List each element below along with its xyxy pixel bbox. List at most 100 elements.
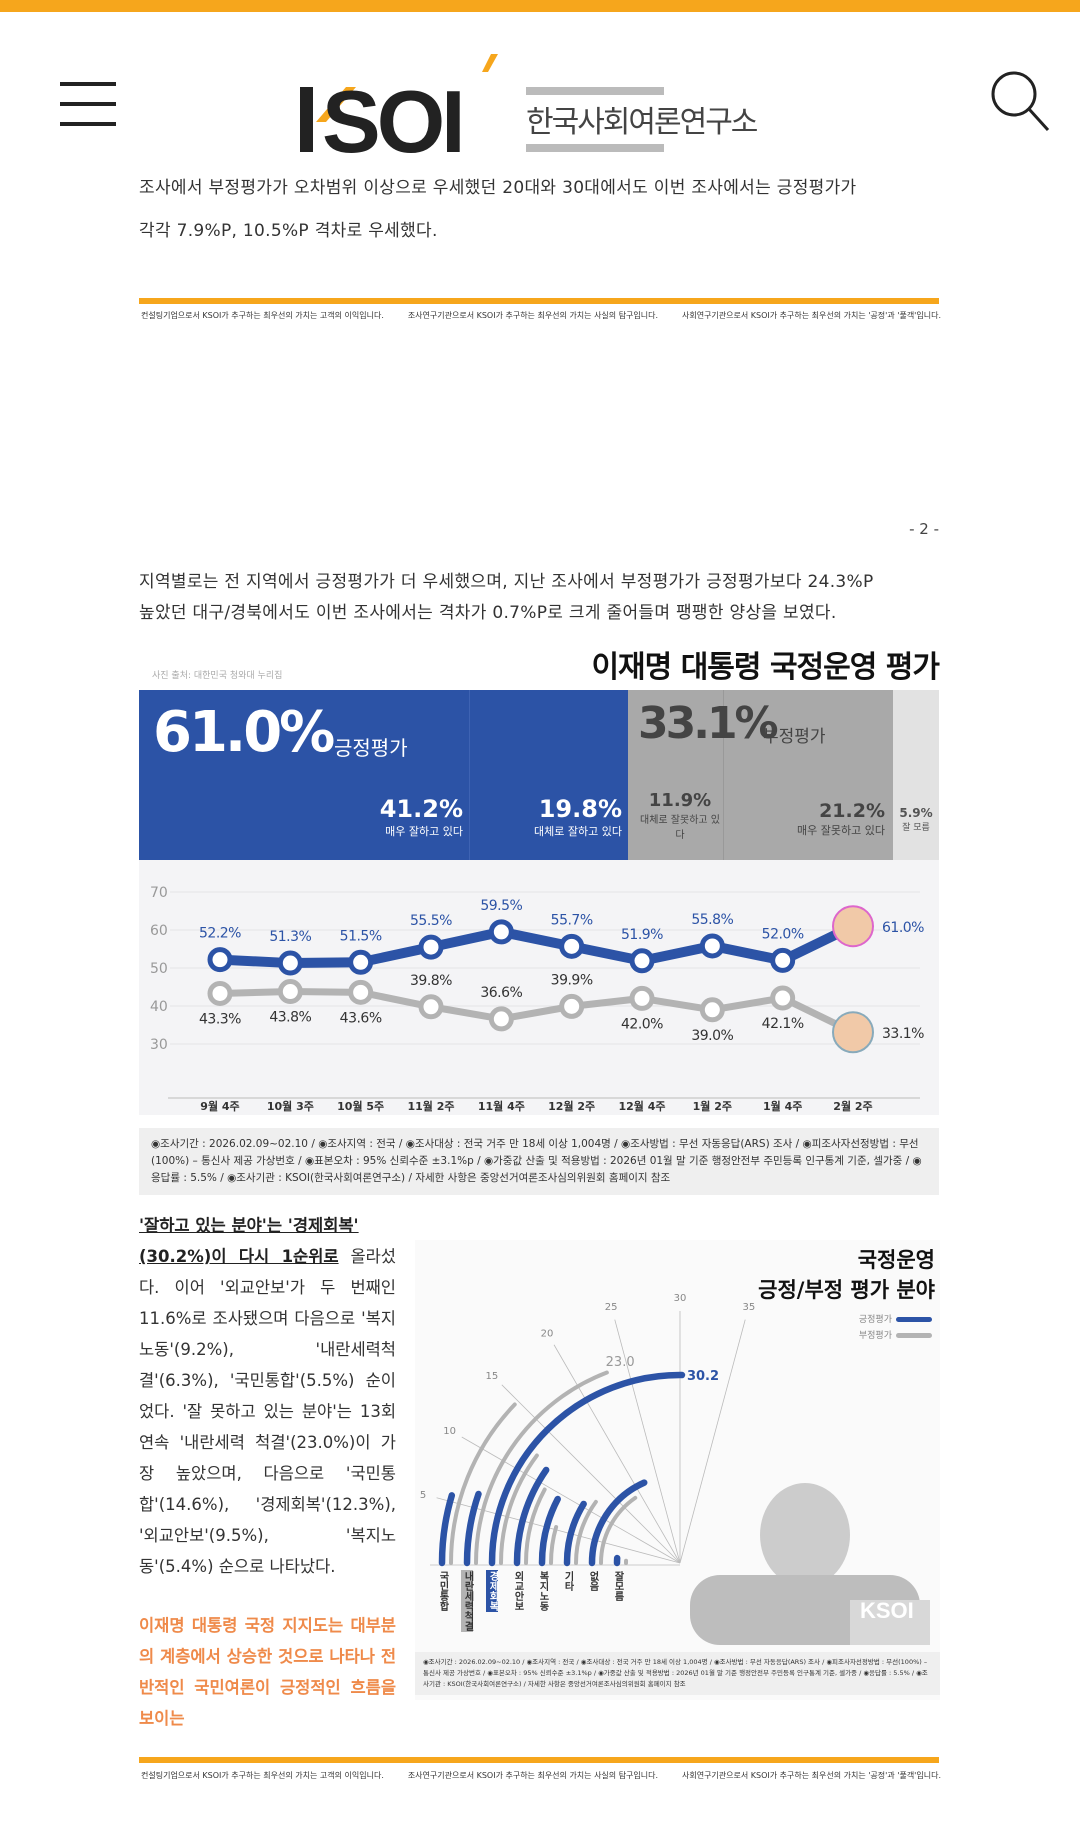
radial-bar [463,1490,482,1567]
x-tick-label: 11월 2주 [407,1099,454,1113]
underlined-highlight: (30.2%)이 다시 1순위로 [139,1247,339,1266]
radial-chart-title: 국정운영 긍정/부정 평가 분야 [758,1248,935,1302]
radial-axis-label: 25 [605,1302,618,1313]
data-point [488,1006,514,1032]
radial-bar [549,1525,559,1565]
data-label: 59.5% [480,898,522,914]
footer-rule [139,1757,939,1763]
x-tick-label: 1월 2주 [693,1099,732,1113]
paragraph-line: 지역별로는 전 지역에서 긍정평가가 더 우세했으며, 지난 조사에서 부정평가… [139,572,874,592]
radial-bar [574,1499,598,1565]
radial-bar [474,1370,609,1565]
hamburger-icon[interactable] [60,82,116,126]
breakdown-label: 대체로 잘못하고 있다 [640,815,720,841]
data-label: 52.2% [199,926,241,942]
data-label: 55.5% [410,913,452,929]
unknown-block: 5.9% 잘 모름 [893,690,939,860]
data-point [770,947,796,973]
legend-positive: 긍정평가 [859,1312,932,1328]
data-point [418,934,444,960]
breakdown-value: 21.2% [819,800,885,822]
analysis-column: '잘하고 있는 분야'는 '경제회복' (30.2%)이 다시 1순위로 올라섰다… [139,1210,396,1734]
radial-axis-line [461,1436,681,1564]
underlined-highlight: '잘하고 있는 분야'는 '경제회복' [139,1216,359,1235]
footer-rule [139,298,939,304]
breakdown-label: 잘 모름 [902,823,930,833]
data-label: 43.8% [269,1010,311,1026]
x-tick-label: 10월 5주 [337,1099,384,1113]
footer-text: 컨설팅기업으로서 KSOI가 추구하는 최우선의 가치는 고객의 이익입니다. [141,1771,384,1780]
text-line: 각각 7.9%P, 10.5%P 격차로 우세했다. [139,221,438,241]
page-footer: 컨설팅기업으로서 KSOI가 추구하는 최우선의 가치는 고객의 이익입니다. 조… [141,1770,941,1781]
breakdown-value: 41.2% [379,795,463,823]
data-point [277,979,303,1005]
data-label: 42.1% [762,1016,804,1032]
radial-axis-line [614,1319,681,1564]
category-label: 잘모름 [612,1571,623,1601]
infographic-title: 이재명 대통령 국정운영 평가 [591,650,940,685]
x-tick-label: 2월 2주 [833,1099,872,1113]
ksoi-watermark: KSOI [860,1598,914,1623]
x-tick-label: 1월 4주 [763,1099,802,1113]
radial-survey-note: ◉조사기간 : 2026.02.09~02.10 / ◉조사지역 : 전국 / … [415,1652,940,1695]
positive-label: 긍정평가 [334,736,408,760]
x-tick-label: 9월 4주 [200,1099,239,1113]
radial-axis-line [679,1319,746,1564]
data-label: 30.2 [687,1369,719,1384]
legend-negative: 부정평가 [859,1328,932,1344]
positive-block: 61.0% 긍정평가 41.2% 매우 잘하고 있다 19.8% 대체로 잘하고 있… [139,690,628,860]
radial-bar [588,1479,648,1567]
data-point [488,919,514,945]
data-label: 39.0% [691,1028,733,1044]
category-label: 복지노동 [537,1571,548,1611]
y-tick-label: 30 [150,1037,168,1053]
page-footer: 컨설팅기업으로서 KSOI가 추구하는 최우선의 가치는 고객의 이익입니다. 조… [141,310,941,321]
data-point [207,947,233,973]
data-point [699,933,725,959]
radial-axis-label: 5 [420,1490,426,1501]
x-tick-label: 10월 3주 [267,1099,314,1113]
radial-axis-label: 15 [486,1371,499,1382]
y-tick-label: 50 [150,961,168,977]
svg-text:한국사회여론연구소: 한국사회여론연구소 [526,105,758,140]
svg-text:SOI: SOI [322,72,462,156]
negative-label: 부정평가 [763,727,826,747]
category-label: 국민통합 [437,1571,448,1611]
data-label: 51.5% [340,928,382,944]
radial-bar [449,1402,517,1565]
x-tick-label: 12월 2주 [548,1099,595,1113]
x-tick-label: 12월 4주 [618,1099,665,1113]
data-label: 43.3% [199,1011,241,1027]
face-icon [832,905,874,948]
radial-bar [488,1371,686,1567]
footer-text: 사회연구기관으로서 KSOI가 추구하는 최우선의 가치는 '공정'과 '풀객'… [681,1771,941,1780]
y-tick-label: 70 [150,885,168,901]
cut-text-line: 조사에서 부정평가가 오차범위 이상으로 우세했던 20대와 30대에서도 이번… [139,178,857,198]
breakdown-label: 매우 잘하고 있다 [385,825,463,838]
category-label: 외교안보 [512,1571,523,1611]
series-line [219,988,855,1036]
series-line [219,921,856,969]
footer-text: 사회연구기관으로서 KSOI가 추구하는 최우선의 가치는 '공정'과 '풀객'… [681,311,941,320]
search-icon[interactable] [988,68,1052,132]
radial-axis-label: 10 [443,1426,456,1437]
data-point [559,993,585,1019]
data-point [277,950,303,976]
radial-bar [563,1500,587,1567]
highlight-text: 이재명 대통령 국정 지지도는 대부분의 계층에서 상승한 것으로 나타나 전반… [139,1616,396,1728]
analysis-text: 올라섰다. 이어 '외교안보'가 두 번째인 11.6%로 조사됐으며 다음으로… [139,1247,396,1576]
ksoi-logo[interactable]: SOI 한국사회여론연구소 [298,52,778,171]
radial-bar [599,1495,638,1565]
data-label: 43.6% [340,1010,382,1026]
y-tick-label: 40 [150,999,168,1015]
data-label: 39.8% [410,973,452,989]
radial-axis-label: 35 [742,1302,755,1313]
breakdown-value: 19.8% [538,795,622,823]
data-label: 61.0% [882,920,924,936]
radial-bar [438,1492,456,1567]
data-label: 23.0 [606,1355,635,1370]
data-label: 33.1% [882,1026,924,1042]
radial-axis-label: 20 [541,1329,554,1340]
approval-summary: 61.0% 긍정평가 41.2% 매우 잘하고 있다 19.8% 대체로 잘하고 있… [139,690,939,860]
data-point [207,980,233,1006]
